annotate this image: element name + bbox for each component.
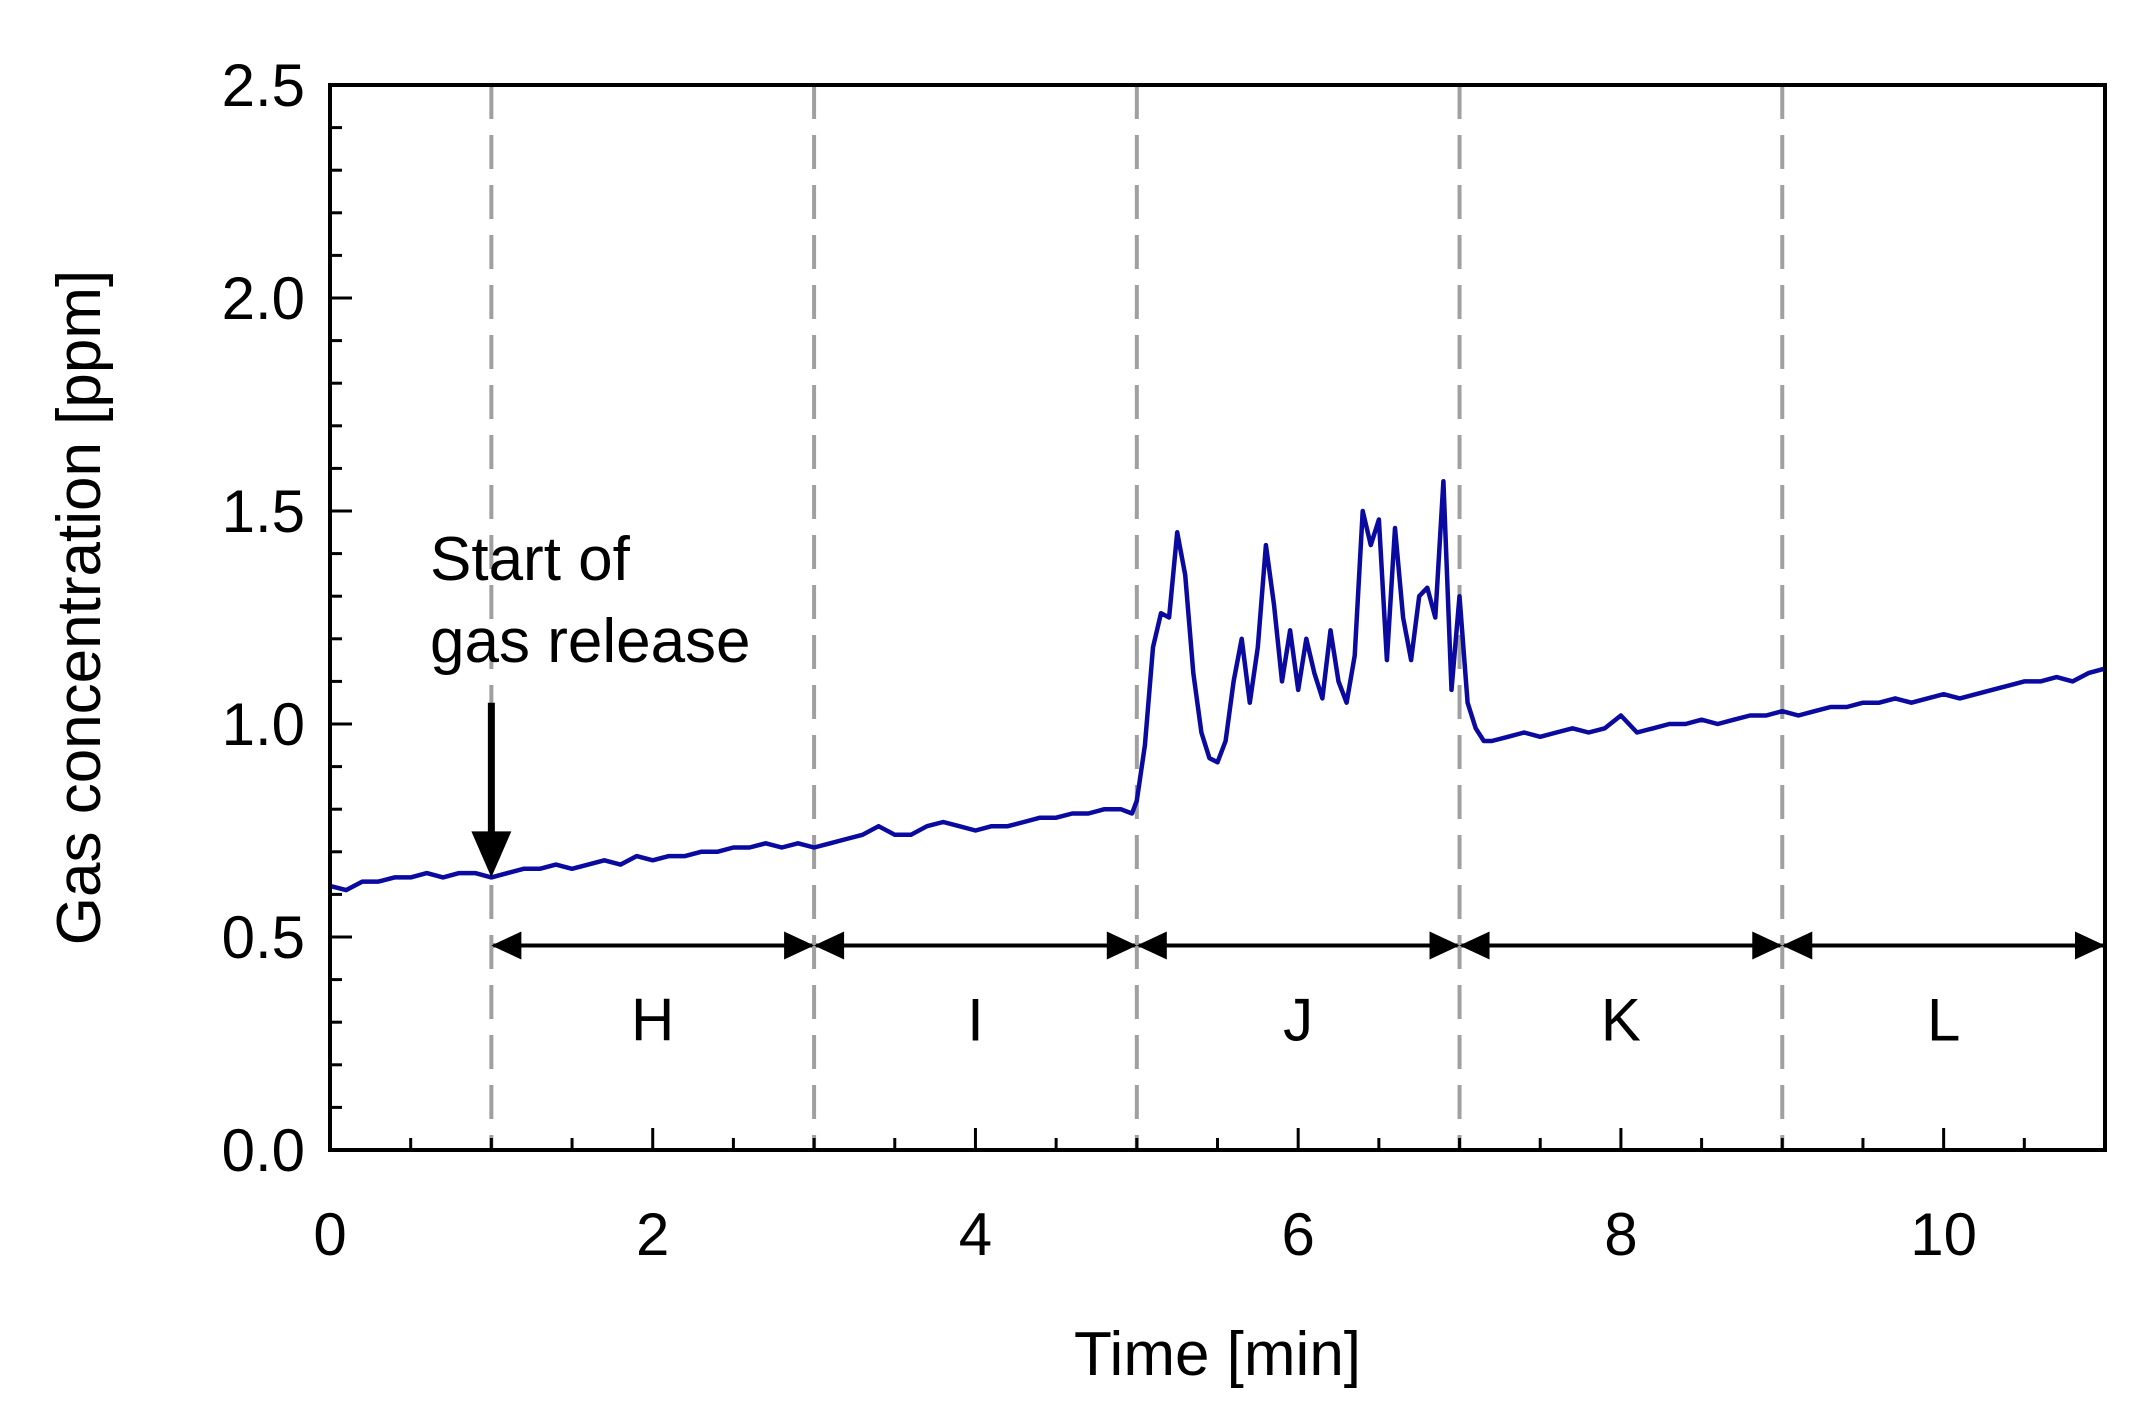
- concentration-line: [329, 478, 2106, 893]
- segment-arrowhead: [1782, 931, 1813, 960]
- segment-arrowhead: [814, 931, 845, 960]
- x-axis-title: Time [min]: [1074, 1320, 1361, 1389]
- segment-arrowhead: [1106, 931, 1137, 960]
- annotation-text: Start of: [430, 525, 631, 594]
- segment-arrowhead: [1752, 931, 1783, 960]
- tick-labels: 0 2 4 6 8 10 0.0 0.5 1.0 1.5 2.0 2.5: [222, 52, 1977, 1268]
- y-tick-label: 1.5: [222, 478, 305, 545]
- x-tick-label: 4: [959, 1201, 992, 1268]
- annotation: Start of gas release: [430, 525, 751, 878]
- y-tick-label: 0.5: [222, 904, 305, 971]
- segment-label: I: [967, 987, 984, 1054]
- y-axis-title: Gas concentration [ppm]: [45, 270, 114, 945]
- segment-arrowhead: [1459, 931, 1490, 960]
- segment-arrowhead: [491, 931, 522, 960]
- annotation-arrowhead: [471, 831, 512, 878]
- segment-label: J: [1283, 987, 1313, 1054]
- y-tick-label: 2.0: [222, 265, 305, 332]
- segment-arrowhead: [784, 931, 815, 960]
- x-tick-label: 0: [313, 1201, 346, 1268]
- x-tick-label: 8: [1604, 1201, 1637, 1268]
- axis-ticks: [328, 83, 2107, 1152]
- x-tick-label: 2: [636, 1201, 669, 1268]
- segment-arrowhead: [1136, 931, 1167, 960]
- segment-arrowhead: [2075, 931, 2105, 960]
- series-layer: [329, 478, 2106, 893]
- segment-label: K: [1601, 987, 1641, 1054]
- y-tick-label: 1.0: [222, 691, 305, 758]
- x-tick-label: 6: [1281, 1201, 1314, 1268]
- y-tick-label: 2.5: [222, 52, 305, 119]
- x-tick-label: 10: [1910, 1201, 1977, 1268]
- segment-arrows: H I J K L: [491, 931, 2105, 1054]
- y-tick-label: 0.0: [222, 1117, 305, 1184]
- segment-arrowhead: [1429, 931, 1460, 960]
- annotation-text: gas release: [430, 607, 751, 676]
- segment-label: H: [631, 987, 674, 1054]
- segment-label: L: [1927, 987, 1960, 1054]
